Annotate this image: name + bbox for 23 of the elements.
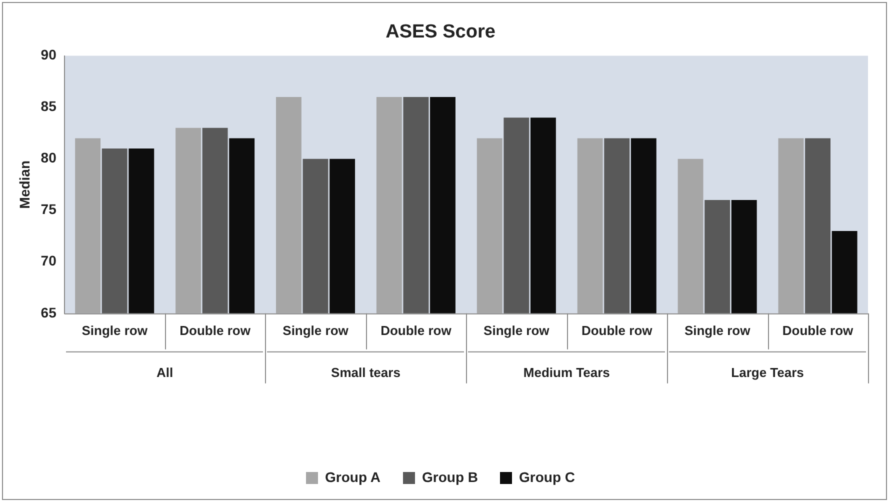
y-tick-label: 65	[40, 304, 57, 320]
y-tick-label: 75	[40, 201, 57, 218]
x-tick-label: Double row	[380, 322, 452, 338]
text: Large Tears	[731, 364, 804, 380]
text: All	[156, 364, 174, 380]
y-tick-label: 70	[40, 252, 57, 269]
x-tick-label: Double row	[180, 322, 252, 338]
y-tick-label: 90	[40, 46, 57, 63]
text: Medium Tears	[523, 364, 610, 380]
x-tick-label: Single row	[484, 322, 550, 338]
legend-label: Group C	[518, 468, 575, 485]
x-tick-label: Single row	[282, 322, 350, 338]
y-tick-label: 80	[40, 150, 57, 166]
legend-label: Group B	[422, 468, 478, 485]
y-tick-label: 85	[40, 98, 57, 114]
x-tick-label: Single row	[684, 322, 752, 338]
legend-label: Group A	[325, 468, 380, 485]
x-tick-label: Single row	[82, 322, 148, 338]
x-tick-label: Double row	[581, 322, 654, 338]
text: Small tears	[331, 364, 400, 380]
chart-title: ASES Score	[386, 22, 496, 43]
x-tick-label: Double row	[782, 322, 854, 338]
y-axis-title: Median	[16, 160, 32, 209]
